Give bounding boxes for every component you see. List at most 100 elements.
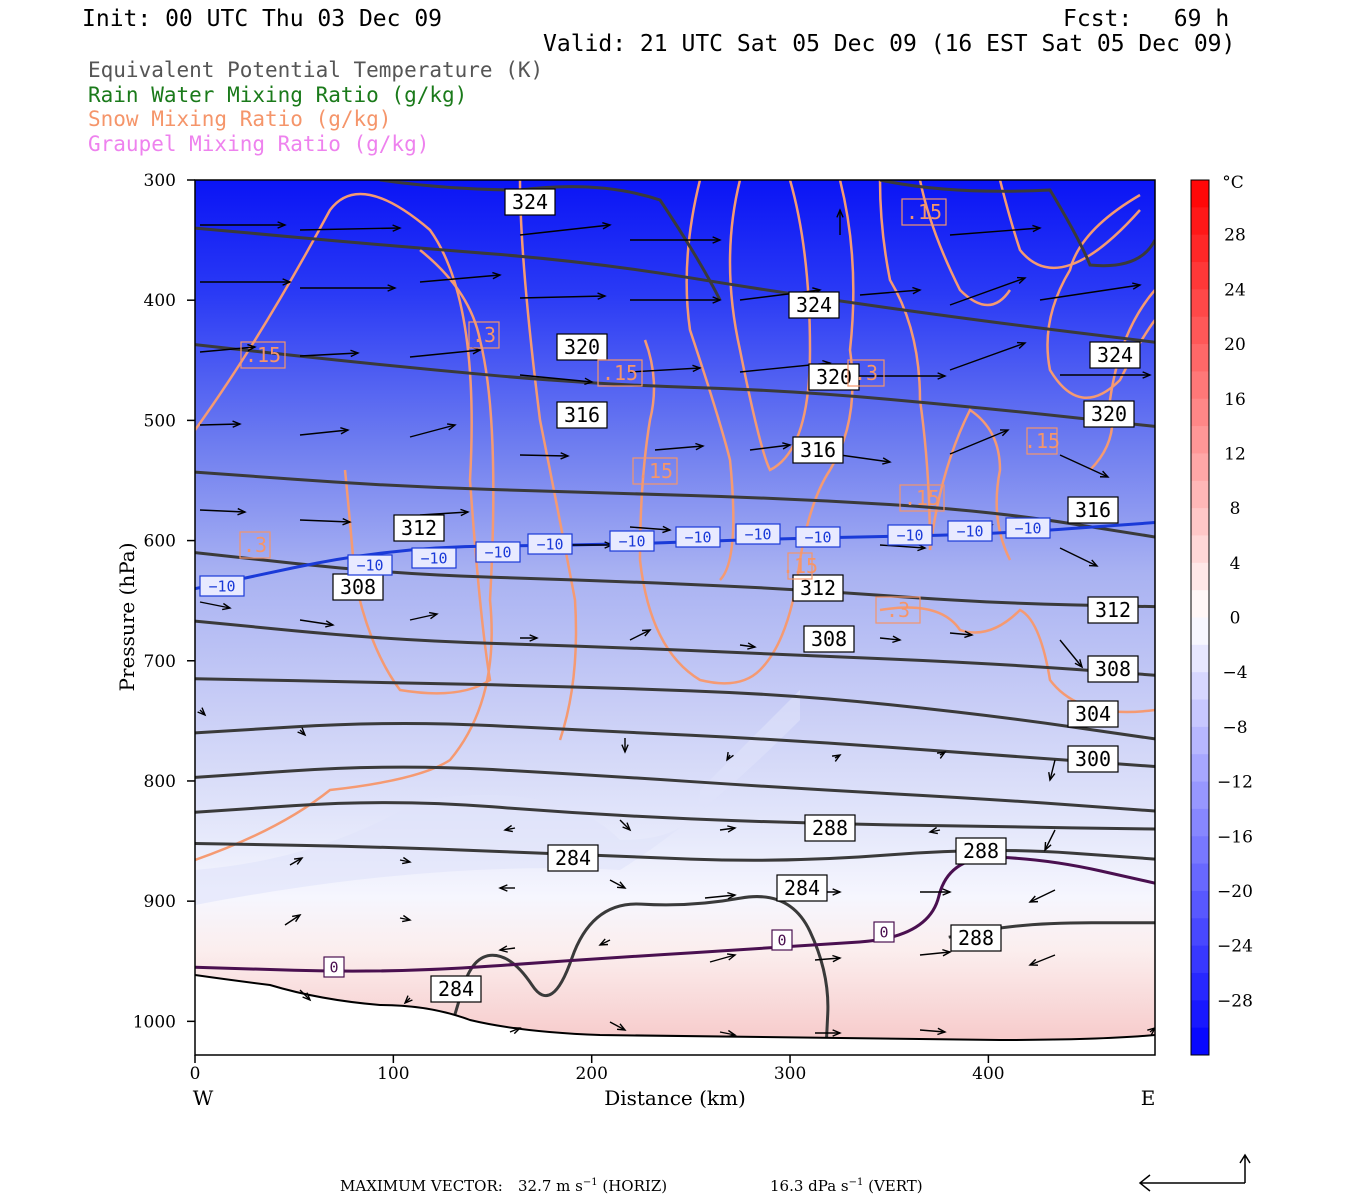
colorbar-band [1191,426,1209,454]
wind-vector [299,989,311,1001]
wind-vector-head [498,945,508,953]
theta-e-label-box [547,844,599,872]
colorbar-band [1191,289,1209,318]
y-tick-label: 900 [144,892,176,912]
reference-vector-icon [1138,1153,1251,1192]
theta-e-label-box [1087,655,1139,683]
plot-frame [194,179,1156,1056]
wind-vector [719,827,736,831]
minus10-label: −10 [947,520,993,542]
minus10-label-box [199,575,245,597]
theta-e-contour-288 [195,841,1155,862]
theta-e-label-box [430,975,482,1003]
minus10-label: −10 [735,523,781,545]
wind-vector-head [560,452,570,460]
theta-e-label: 316 [792,436,844,464]
minus10-label-box [527,533,573,555]
theta-e-label-text: 308 [1095,657,1131,681]
theta-e-label: 320 [556,333,608,361]
wind-vector-head [387,284,397,292]
theta-e-label-text: 304 [1075,702,1111,726]
theta-e-label-text: 312 [401,516,437,540]
theta-e-label-box [804,814,856,842]
wind-vector [949,429,1009,455]
west-label: W [193,1086,214,1110]
colorbar-band [1191,945,1209,974]
colorbar-tick-label: −16 [1217,827,1253,847]
snow-label-box [847,359,885,387]
wind-vector-head [529,634,539,642]
zero-label-box [771,929,793,951]
legend-theta-e: Equivalent Potential Temperature (K) [88,58,544,82]
theta-e-label-text: 316 [1075,498,1111,522]
wind-vector-head [403,995,413,1005]
terrain-outline [195,974,1155,1042]
valid-time: Valid: 21 UTC Sat 05 Dec 09 (16 EST Sat … [543,31,1236,57]
wind-vector-head [297,727,307,737]
wind-vector [609,1021,626,1031]
colorbar-tick-label: 0 [1230,609,1241,629]
minus10-label: −10 [887,524,933,546]
minus10-label-text: −10 [484,543,511,561]
theta-e-label: 316 [1067,496,1119,524]
wind-vector-head [882,457,892,465]
theta-e-label-text: 284 [555,846,591,870]
colorbar-tick-label: 24 [1224,280,1246,300]
wind-vector-head [692,364,702,373]
colorbar-band [1191,672,1209,701]
wind-vector-head [392,224,402,232]
y-tick-label: 800 [144,772,176,792]
theta-e-contour-324 [195,226,1155,344]
wind-vector-head [492,271,502,280]
snow-contour [518,180,578,741]
legend-snow: Snow Mixing Ratio (g/kg) [88,107,392,131]
snow-label-box [240,341,286,369]
wind-vector-head [340,426,350,435]
colorbar-band [1191,207,1209,236]
wind-vector-head [292,914,302,923]
theta-e-label-box [792,436,844,464]
max-vector-label: MAXIMUM VECTOR: [340,1177,503,1195]
wind-vector [919,1029,946,1033]
wind-vector-head [832,1029,842,1037]
y-tick-label: 400 [144,291,176,311]
wind-vector-head [293,857,304,865]
y-tick-label: 700 [144,652,176,672]
colorbar-band [1191,535,1209,564]
theta-e-label-text: 324 [512,190,548,214]
colorbar-band [1191,316,1209,345]
snow-label-box [787,552,813,580]
theta-e-label-box [1089,341,1141,369]
theta-e-contour-296 [195,765,1155,813]
theta-e-label: 316 [556,401,608,429]
colorbar-tick-label: 16 [1224,390,1246,410]
colorbar-band [1191,863,1209,892]
snow-contour [998,180,1141,270]
colorbar-band [1191,808,1209,837]
zero-label: 0 [771,929,793,951]
zero-label-text: 0 [777,931,786,949]
y-tick-label: 1000 [133,1012,176,1032]
wind-vector-head [726,953,737,961]
wind-vector [1029,954,1056,966]
theta-e-label-text: 284 [784,876,820,900]
x-tick-label: 200 [575,1064,607,1084]
wind-vector-head [342,517,352,526]
theta-e-label-box [803,625,855,653]
colorbar-band [1191,754,1209,783]
theta-e-label-text: 312 [1095,598,1131,622]
snow-label-text: .3 [886,598,910,622]
wind-vector-head [1028,895,1039,903]
wind-vector-head [282,278,292,286]
theta-e-label-box [1087,596,1139,624]
wind-vector [519,454,569,457]
y-tick-label: 300 [144,171,176,191]
colorbar-band [1191,398,1209,427]
snow-contour [1089,289,1155,471]
colorbar-tick-label: 12 [1224,444,1246,464]
theta-e-label-box [1083,400,1135,428]
snow-label: .3 [468,321,500,349]
wind-vector [289,857,303,866]
snow-label-box [239,531,271,559]
